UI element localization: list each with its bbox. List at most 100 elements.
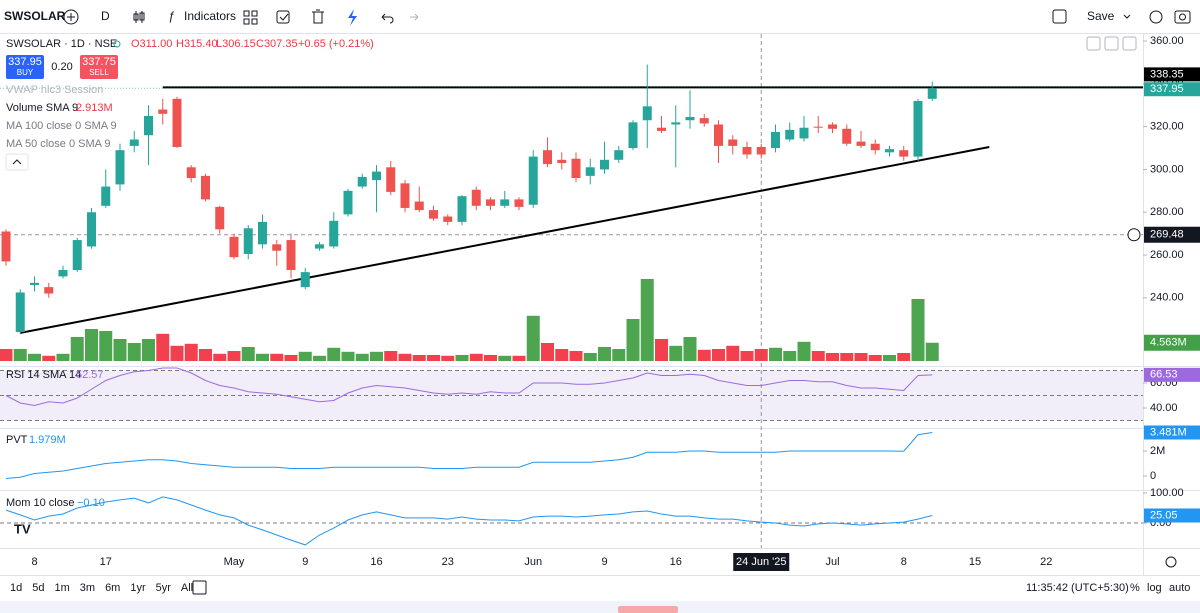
y-tick-label: 0 (1150, 470, 1156, 482)
rsi-label: RSI 14 SMA 14 (6, 369, 81, 381)
candle-body (685, 117, 695, 121)
undo[interactable] (381, 13, 394, 24)
sell-label: SELL (89, 68, 109, 77)
x-tick-label: 16 (670, 556, 682, 568)
volume-bar (256, 353, 269, 361)
interval[interactable]: D (101, 9, 110, 23)
candle-body (243, 228, 253, 254)
volume-bar (113, 339, 127, 361)
volume-bar (854, 353, 868, 361)
volume-bar (769, 347, 782, 361)
snapshot[interactable] (1174, 10, 1191, 24)
delete[interactable] (312, 9, 324, 24)
candle-body (885, 149, 894, 153)
mom-label: Mom 10 close (6, 497, 74, 509)
range-button[interactable]: 3m (80, 582, 95, 594)
candle-body (329, 220, 339, 247)
range-button[interactable]: All (181, 582, 193, 594)
indicators-button[interactable]: Indicators (184, 9, 236, 23)
candle-body (657, 127, 666, 131)
spread: 0.20 (51, 61, 72, 73)
candle-body (813, 126, 823, 128)
chart-type[interactable] (133, 11, 145, 23)
candle-body (870, 143, 880, 151)
add-symbol[interactable] (63, 9, 79, 25)
candle-body (856, 141, 866, 146)
volume-bar (170, 345, 184, 361)
candle-body (229, 236, 239, 258)
volume-bar (341, 351, 355, 361)
range-button[interactable]: 1m (55, 582, 70, 594)
volume-bar (512, 355, 526, 361)
replay[interactable] (348, 9, 357, 26)
pane-maximize[interactable] (1122, 36, 1137, 51)
overlay-label: VWAP hlc3 Session (6, 84, 103, 96)
candle-body (628, 122, 638, 149)
y-tick-label: 100.00 (1150, 487, 1184, 499)
sell-price: 337.75 (82, 56, 116, 68)
volume-bar (840, 353, 854, 361)
y-tick-label: 280.00 (1150, 206, 1184, 218)
auto-toggle[interactable]: auto (1169, 582, 1190, 594)
candle-body (15, 292, 25, 333)
add-alert[interactable] (1127, 228, 1141, 242)
alert[interactable] (276, 10, 290, 24)
candle-body (72, 240, 82, 271)
volume-bar (569, 351, 583, 361)
check-icon (279, 13, 289, 21)
candle-body (528, 156, 538, 205)
candle-body (172, 98, 182, 147)
volume-label: Volume SMA 9 (6, 102, 78, 114)
log-toggle[interactable]: log (1147, 582, 1162, 594)
y-tick-label: 300.00 (1150, 163, 1184, 175)
x-tick-label: 16 (370, 556, 382, 568)
volume-bar (327, 347, 341, 361)
bottom-bar: 11:35:42 (UTC+5:30) % log auto 1d 5d 1m 3m 6… (0, 556, 1200, 613)
save-menu[interactable] (1123, 14, 1131, 19)
volume-bar (498, 355, 512, 361)
pane-down[interactable] (1086, 36, 1101, 51)
goto-date[interactable] (192, 580, 207, 595)
axis-settings[interactable] (1165, 556, 1177, 568)
symbol[interactable]: SWSOLAR (4, 9, 66, 23)
range-button[interactable]: 1yr (130, 582, 146, 594)
candle-body (129, 139, 139, 146)
settings[interactable] (1149, 10, 1163, 24)
candle-body (671, 122, 681, 125)
x-tick-label: 22 (1040, 556, 1052, 568)
candle-body (400, 183, 410, 208)
range-button[interactable]: 1d (10, 582, 22, 594)
candle-body (1, 231, 11, 262)
redo[interactable] (410, 13, 419, 21)
volume-bar (56, 353, 70, 361)
sell-button[interactable] (80, 55, 118, 79)
volume-bar (598, 347, 611, 361)
legend: SWSOLAR · 1D · NSE O311.00 H315.40 L306.… (5, 36, 1137, 536)
range-button[interactable]: 5d (32, 582, 44, 594)
volume-bar (726, 345, 740, 361)
candle-body (600, 159, 609, 170)
volume-bar (398, 353, 412, 361)
candle-body (357, 176, 367, 187)
collapse-legend[interactable] (5, 153, 29, 171)
y-tick-label: 2M (1150, 445, 1165, 457)
candle-body (30, 282, 39, 285)
overlay-label: MA 100 close 0 SMA 9 (6, 120, 117, 132)
x-tick-label: May (224, 556, 245, 568)
clock: 11:35:42 (UTC+5:30) (1026, 582, 1129, 594)
percent-toggle[interactable]: % (1130, 582, 1140, 594)
range-button[interactable]: 6m (105, 582, 120, 594)
templates[interactable] (243, 10, 258, 25)
buy-button[interactable] (6, 55, 44, 79)
level-label: 338.35 (1150, 68, 1184, 80)
volume-bar (70, 337, 84, 361)
range-button[interactable]: 5yr (156, 582, 172, 594)
lens (1179, 13, 1186, 21)
layout[interactable] (1052, 9, 1067, 24)
volume-bar (783, 351, 797, 361)
footer-tab[interactable] (618, 606, 678, 613)
pane-collapse[interactable] (1104, 36, 1119, 51)
overlay-label: MA 50 close 0 SMA 9 (6, 138, 111, 150)
save-button[interactable]: Save (1087, 9, 1115, 23)
